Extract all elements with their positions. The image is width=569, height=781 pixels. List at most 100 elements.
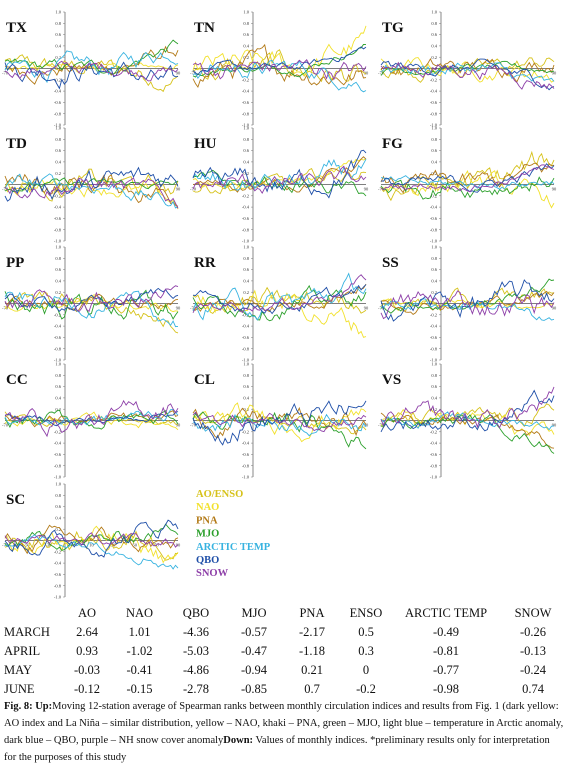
x-tick-label: 90 [176,423,181,428]
y-tick-label: 1.0 [431,245,437,250]
y-tick-label: 0.4 [55,279,61,284]
series-line [192,413,367,435]
y-tick-label: -0.4 [242,441,250,446]
y-tick-label: -0.8 [54,111,62,116]
y-tick-label: 1.0 [55,245,61,250]
y-tick-label: -0.8 [54,583,62,588]
y-tick-label: -0.2 [430,312,437,317]
table-cell: -0.03 [73,663,101,677]
series-line [380,163,555,193]
series-line [380,150,555,202]
table-cell: -0.26 [519,625,547,639]
y-tick-label: -1.0 [242,358,250,363]
x-tick-label: -70 [2,71,9,76]
legend-entry: QBO [196,555,219,566]
y-tick-label: -1.0 [54,595,62,600]
y-tick-label: -0.8 [430,463,438,468]
table-cell: -0.57 [240,625,268,639]
table-cell: -0.47 [240,644,268,658]
y-tick-label: 0.8 [431,373,437,378]
table-header-cell: QBO [182,606,210,620]
y-tick-label: -0.4 [430,205,438,210]
y-tick-label: -0.6 [242,452,250,457]
table-cell: -0.2 [356,682,376,696]
panel-label: CC [6,372,28,388]
y-tick-label: -0.4 [430,324,438,329]
y-tick-label: -1.0 [430,358,438,363]
y-tick-label: 0.6 [243,384,249,389]
legend-entry: NAO [196,502,219,513]
series-line [4,534,179,570]
series-line [4,61,179,90]
y-tick-label: 1.0 [243,362,249,367]
x-tick-label: 90 [364,423,369,428]
y-tick-label: -1.0 [54,358,62,363]
y-tick-label: 0.8 [243,256,249,261]
panel-label: VS [382,372,401,388]
x-tick-label: 90 [552,71,557,76]
y-tick-label: 0.2 [55,527,61,532]
y-tick-label: 0.8 [431,21,437,26]
y-tick-label: -0.8 [430,346,438,351]
series-line [380,62,555,82]
y-tick-label: -0.6 [54,100,62,105]
series-line [4,525,179,564]
y-tick-label: 0.4 [431,279,437,284]
series-line [380,176,555,200]
series-line [192,284,367,322]
y-tick-label: -0.8 [54,346,62,351]
series-line [4,54,179,93]
y-tick-label: -0.4 [430,441,438,446]
panel-label: TX [6,20,27,36]
series-line [4,60,179,82]
y-tick-label: 0.4 [55,44,61,49]
y-tick-label: 0.4 [431,396,437,401]
y-tick-label: -1.0 [430,239,438,244]
y-tick-label: 0.4 [431,160,437,165]
y-tick-label: -0.2 [242,77,249,82]
y-tick-label: -1.0 [430,123,438,128]
series-line [192,411,367,450]
y-tick-label: -0.6 [430,100,438,105]
y-tick-label: 1.0 [55,126,61,131]
table-cell: -0.24 [519,663,547,677]
y-tick-label: -0.8 [242,111,250,116]
x-tick-label: 90 [552,423,557,428]
series-line [192,286,367,314]
y-tick-label: -0.6 [430,335,438,340]
y-tick-label: 0.8 [243,137,249,142]
table-row: APRIL 0.93 -1.02 -5.03 -0.47 -1.18 0.3 -… [4,642,565,661]
series-line [4,290,179,328]
y-tick-label: 0.6 [55,32,61,37]
table-header-row: AO NAO QBO MJO PNA ENSO ARCTIC TEMP SNOW [4,604,565,623]
table-cell: -5.03 [182,644,210,658]
y-tick-label: 0.0 [55,538,61,543]
series-line [4,523,179,552]
y-tick-label: 0.0 [243,182,249,187]
y-tick-label: -1.0 [54,123,62,128]
table-cell: -0.41 [126,663,153,677]
series-line [380,278,555,314]
y-tick-label: -0.6 [54,572,62,577]
table-cell: JUNE [4,682,35,696]
y-tick-label: 0.8 [243,373,249,378]
x-tick-label: -30 [45,543,52,548]
caption-down-text: Values of monthly indices. *preliminary … [4,735,550,763]
y-tick-label: -1.0 [54,239,62,244]
series-line [4,173,179,209]
legend-entry: SNOW [196,568,229,579]
y-tick-label: 1.0 [431,10,437,15]
y-tick-label: -0.2 [430,429,437,434]
series-line [192,43,367,88]
series-line [4,411,179,427]
y-tick-label: -0.2 [430,77,437,82]
y-tick-label: -0.2 [54,312,61,317]
series-line [192,411,367,433]
table-cell: -0.81 [432,644,460,658]
y-tick-label: 0.6 [243,267,249,272]
y-tick-label: 0.2 [431,290,437,295]
table-cell: MAY [4,663,33,677]
x-tick-label: 90 [176,543,181,548]
x-tick-label: -70 [2,423,9,428]
y-tick-label: 1.0 [55,482,61,487]
